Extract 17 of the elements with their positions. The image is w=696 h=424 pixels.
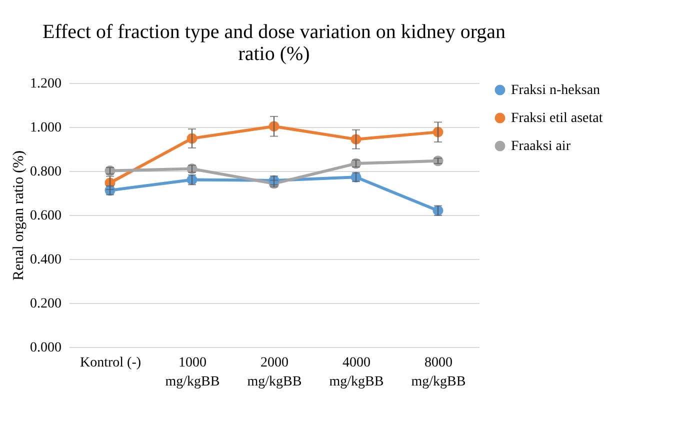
y-tick-label: 0.200: [30, 296, 62, 312]
y-tick-label: 0.000: [30, 340, 62, 356]
legend-label: Fraksi n-heksan: [511, 83, 600, 98]
y-tick-label: 1.000: [30, 120, 62, 136]
y-tick-label: 0.800: [30, 164, 62, 180]
x-tick-label: 2000 mg/kgBB: [247, 356, 302, 390]
x-tick-label: 1000 mg/kgBB: [165, 356, 220, 390]
legend-label: Fraksi etil asetat: [511, 111, 603, 126]
y-tick-label: 0.400: [30, 252, 62, 268]
x-tick-label: 4000 mg/kgBB: [329, 356, 384, 390]
y-axis-title: Renal organ ratio (%): [11, 150, 27, 281]
y-tick-label: 1.200: [30, 76, 62, 92]
legend-label: Fraaksi air: [511, 139, 571, 154]
chart-title: Effect of fraction type and dose variation on kidney organ ratio (%): [42, 21, 506, 65]
y-tick-label: 0.600: [30, 208, 62, 224]
x-tick-label: Kontrol (-): [80, 356, 142, 370]
x-tick-label: 8000 mg/kgBB: [411, 356, 466, 390]
